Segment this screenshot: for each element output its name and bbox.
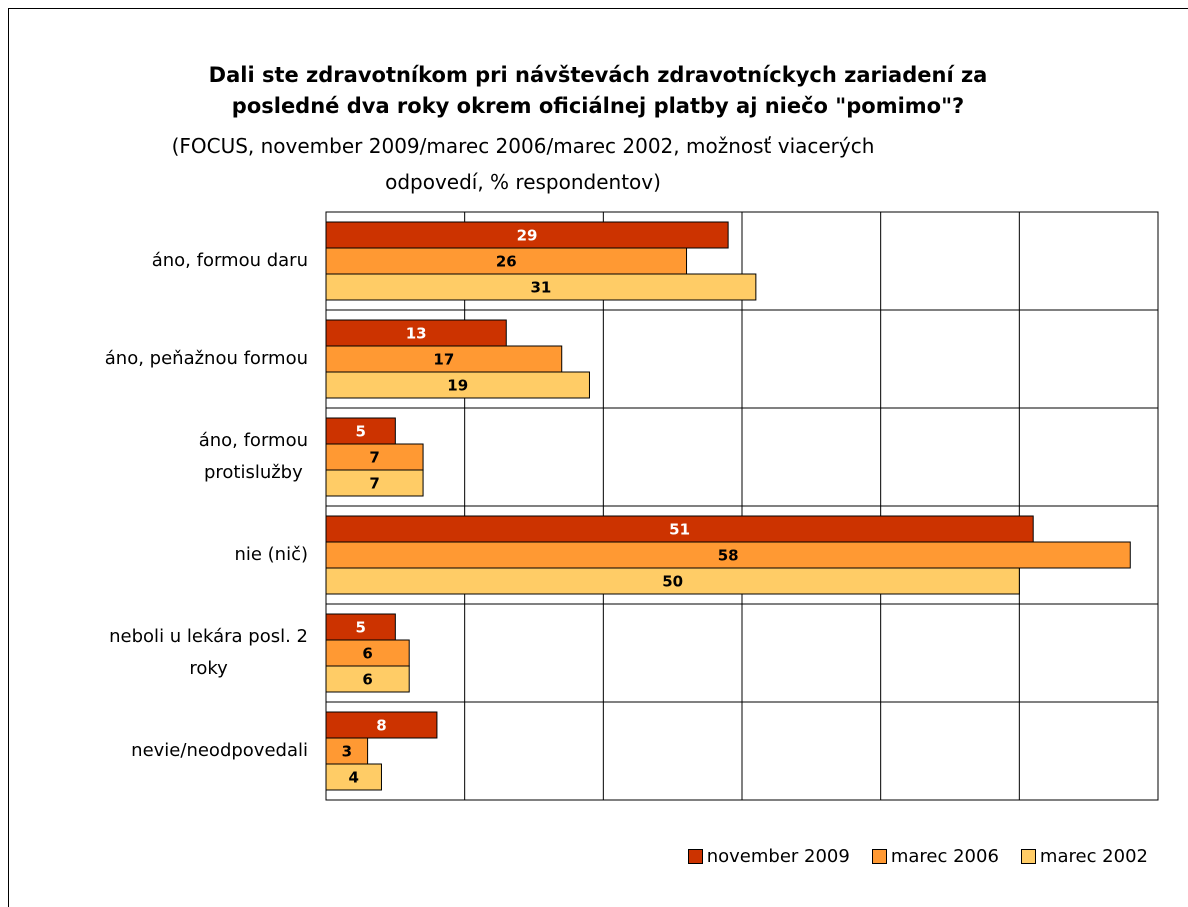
legend-swatch [687, 849, 703, 864]
legend-item: marec 2006 [871, 846, 999, 867]
bar [325, 763, 382, 791]
bar [325, 371, 590, 399]
legend: november 2009 marec 2006 marec 2002 [687, 846, 1148, 867]
data-label: 50 [662, 573, 683, 591]
chart-subtitle: (FOCUS, november 2009/marec 2006/marec 2… [171, 134, 875, 194]
data-label: 26 [496, 253, 517, 271]
data-label: 51 [669, 521, 690, 539]
bar [325, 613, 396, 641]
legend-label: marec 2006 [890, 846, 999, 867]
bar [325, 665, 410, 693]
legend-label: november 2009 [706, 846, 850, 867]
data-label: 5 [355, 423, 365, 441]
bar [325, 567, 1020, 595]
data-label: 58 [718, 547, 739, 565]
legend-swatch [1020, 849, 1036, 864]
bar [325, 541, 1131, 569]
legend-label: marec 2002 [1039, 846, 1148, 867]
data-label: 13 [406, 325, 427, 343]
bar [325, 221, 729, 249]
bar [325, 515, 1034, 543]
data-label: 6 [362, 671, 372, 689]
bar [325, 247, 688, 275]
frame [8, 8, 1188, 907]
data-label: 7 [369, 475, 379, 493]
category-label: neboli u lekára posl. 2 roky [109, 626, 308, 679]
bar [325, 737, 369, 765]
legend-swatch [871, 849, 887, 864]
data-label: 6 [362, 645, 372, 663]
chart-title: Dali ste zdravotníkom pri návštevách zdr… [208, 63, 988, 118]
category-label: áno, peňažnou formou [104, 348, 308, 369]
bar [325, 319, 507, 347]
legend-item: november 2009 [687, 846, 850, 867]
bar [325, 443, 424, 471]
bar [325, 417, 396, 445]
data-label: 19 [447, 377, 468, 395]
data-label: 4 [349, 769, 359, 787]
category-label: nie (nič) [234, 544, 308, 565]
data-label: 7 [369, 449, 379, 467]
category-label: áno, formou daru [151, 250, 308, 271]
category-label: áno, formou protislužby [198, 430, 308, 483]
data-label: 3 [342, 743, 352, 761]
data-label: 31 [530, 279, 551, 297]
category-label: nevie/neodpovedali [131, 740, 308, 761]
bar [325, 273, 757, 301]
data-label: 5 [355, 619, 365, 637]
data-label: 17 [433, 351, 454, 369]
legend-item: marec 2002 [1020, 846, 1148, 867]
bar [325, 469, 424, 497]
data-label: 29 [517, 227, 538, 245]
bar [325, 711, 438, 739]
data-label: 8 [376, 717, 386, 735]
bar [325, 639, 410, 667]
